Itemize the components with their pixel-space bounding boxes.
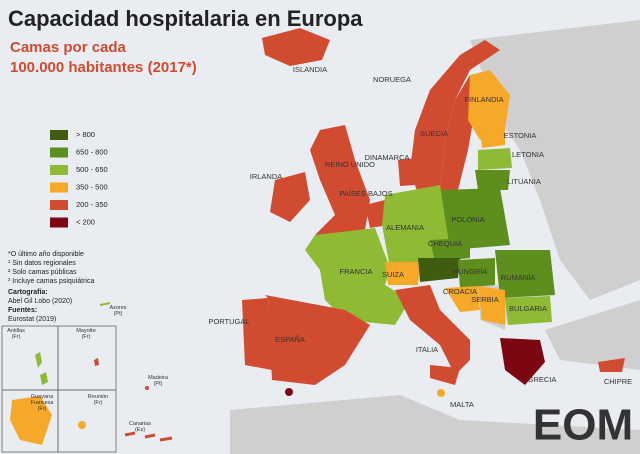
romania: [495, 250, 555, 298]
sources-label: Fuentes:: [8, 307, 37, 314]
countries: [242, 28, 625, 397]
country-label: ALEMANIA: [386, 223, 424, 232]
czechia: [430, 238, 470, 262]
country-label: PAÍSES BAJOS: [339, 189, 392, 198]
legend: > 800 650 - 800 500 - 650 350 - 500 200 - 35…: [50, 130, 108, 228]
spain: [265, 295, 370, 385]
inset-label: Azores (Pt): [109, 305, 126, 317]
inset-label: Antillas (Fr): [7, 328, 25, 340]
cartography-label: Cartografía:: [8, 289, 48, 296]
country-label: HUNGRÍA: [453, 267, 488, 276]
ireland: [270, 172, 310, 222]
country-label: IRLANDA: [250, 172, 283, 181]
title: Capacidad hospitalaria en Europa: [8, 6, 363, 31]
legend-swatch: [50, 217, 68, 228]
note: ¹ Sin datos regionales: [8, 260, 76, 267]
country-label: CHEQUIA: [428, 239, 462, 248]
legend-label: 350 - 500: [76, 182, 108, 191]
country-label: POLONIA: [451, 215, 484, 224]
legend-swatch: [50, 130, 68, 140]
country-label: DINAMARCA: [364, 153, 409, 162]
note: ³ Incluye camas psiquiátrica: [8, 278, 94, 285]
country-label: REINO UNIDO: [325, 160, 375, 169]
country-label: GRECIA: [528, 375, 557, 384]
legend-label: 650 - 800: [76, 147, 108, 156]
other-land: [230, 20, 640, 454]
country-label: BULGARIA: [509, 304, 547, 313]
lithuania: [475, 170, 510, 190]
cyprus: [598, 358, 625, 372]
latvia: [478, 148, 512, 170]
country-label: FRANCIA: [340, 267, 373, 276]
country-label: PORTUGAL: [208, 317, 249, 326]
legend-swatch: [50, 147, 68, 158]
greece: [500, 338, 545, 385]
legend-label: 200 - 350: [76, 200, 108, 209]
country-label: ISLANDIA: [293, 65, 327, 74]
bulgaria: [505, 296, 552, 325]
hungary: [458, 258, 495, 288]
note: *O último año disponible: [8, 251, 84, 258]
switzerland: [385, 262, 420, 285]
country-label: ESTONIA: [504, 131, 537, 140]
finland: [468, 70, 510, 140]
country-label: SUECIA: [420, 129, 448, 138]
poland: [440, 188, 510, 250]
subtitle: Camas por cada: [10, 39, 127, 56]
legend-label: 500 - 650: [76, 165, 108, 174]
country-label: MALTA: [450, 400, 474, 409]
logo: EOM: [533, 401, 633, 450]
notes: *O último año disponible ¹ Sin datos regi…: [8, 251, 94, 285]
portugal: [242, 298, 272, 370]
inset-label: Guayana Francesa (Fr): [31, 394, 55, 412]
france: [305, 228, 410, 325]
legend-swatch: [50, 182, 68, 193]
ceuta: [285, 388, 293, 396]
inset-frames: [1, 325, 117, 453]
sweden: [440, 75, 475, 205]
austria: [418, 258, 460, 282]
estonia: [480, 128, 505, 148]
italy: [395, 285, 470, 375]
uk: [310, 125, 370, 245]
legend-swatch: [50, 200, 68, 210]
sicily: [430, 365, 460, 385]
country-label: SUIZA: [382, 270, 404, 279]
inset-shapes: [10, 302, 173, 445]
country-label: FINLANDIA: [464, 95, 503, 104]
inset-labels: Antillas (Fr) Mayotte (Fr) Guayana Francesa (F…: [7, 305, 169, 433]
subtitle: 100.000 habitantes (2017*): [10, 59, 197, 76]
inset-label: Reunión (Fr): [88, 394, 109, 406]
malta: [437, 389, 445, 397]
country-label: LETONIA: [512, 150, 544, 159]
country-label: ESPAÑA: [275, 335, 305, 344]
iceland: [262, 28, 330, 66]
country-label: RUMANÍA: [501, 273, 536, 282]
legend-label: > 800: [76, 130, 95, 139]
credits: Cartografía: Abel Gil Lobo (2020) Fuente…: [8, 289, 72, 323]
denmark: [398, 158, 418, 186]
norway: [410, 40, 500, 200]
note: ² Solo camas públicas: [8, 269, 77, 276]
country-label: ITALIA: [416, 345, 438, 354]
netherlands: [365, 200, 388, 228]
croatia: [445, 286, 480, 312]
sources: Eurostat (2019): [8, 316, 56, 323]
country-labels: ISLANDIA NORUEGA FINLANDIA SUECIA ESTONIA LET…: [208, 65, 632, 409]
inset-label: Mayotte (Fr): [76, 328, 96, 340]
cartography: Abel Gil Lobo (2020): [8, 298, 72, 305]
country-label: SERBIA: [471, 295, 499, 304]
serbia: [478, 286, 505, 325]
legend-label: < 200: [76, 217, 95, 226]
inset-label: Madeira (Pt): [148, 375, 169, 387]
inset-label: Canarias (Es): [129, 421, 151, 433]
legend-swatch: [50, 165, 68, 175]
country-label: NORUEGA: [373, 75, 411, 84]
country-label: LITUANIA: [507, 177, 541, 186]
country-label: CROACIA: [443, 287, 477, 296]
country-label: CHIPRE: [604, 377, 632, 386]
